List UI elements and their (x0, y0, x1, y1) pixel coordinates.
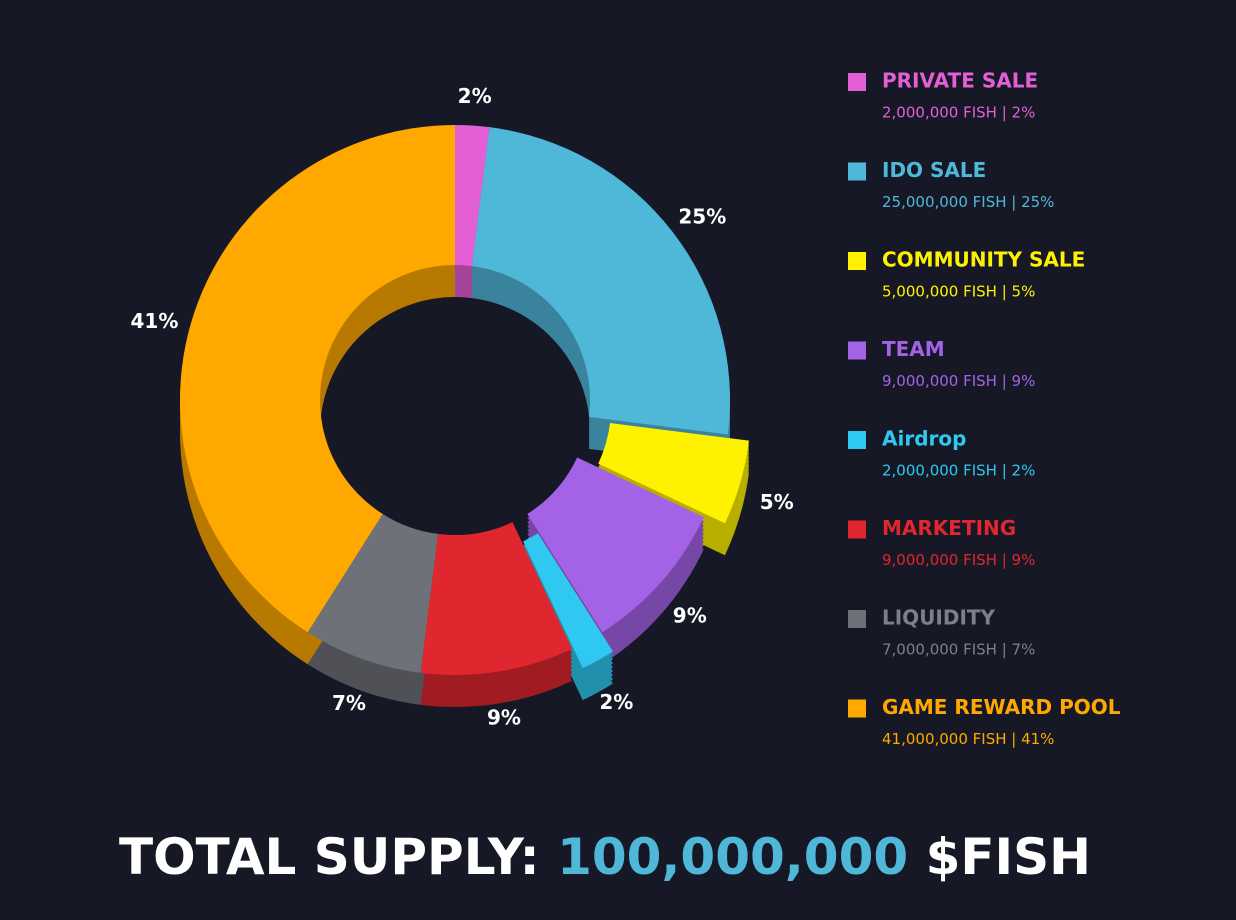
slice (523, 533, 613, 669)
slice (598, 423, 749, 524)
data-label: 7% (332, 691, 366, 715)
slice (527, 457, 704, 633)
slice (455, 125, 490, 267)
legend: PRIVATE SALE 2,000,000 FISH | 2% IDO SALE 2… (848, 69, 1121, 748)
legend-name: Airdrop (882, 427, 966, 451)
slice (180, 125, 455, 633)
legend-name: IDO SALE (882, 158, 986, 182)
data-label: 2% (458, 84, 492, 108)
legend-name: TEAM (882, 337, 945, 361)
legend-swatch (848, 431, 866, 449)
total-label: TOTAL SUPPLY: (119, 828, 540, 886)
total-supply: TOTAL SUPPLY: 100,000,000 $FISH (119, 828, 1091, 886)
legend-detail: 7,000,000 FISH | 7% (882, 641, 1035, 659)
legend-name: GAME REWARD POOL (882, 695, 1121, 719)
legend-swatch (848, 73, 866, 91)
legend-swatch (848, 610, 866, 628)
legend-name: COMMUNITY SALE (882, 248, 1085, 272)
data-label: 25% (678, 205, 726, 229)
total-amount: 100,000,000 (557, 828, 908, 886)
data-label: 2% (599, 690, 633, 714)
legend-name: MARKETING (882, 516, 1016, 540)
data-label: 41% (130, 309, 178, 333)
legend-detail: 2,000,000 FISH | 2% (882, 104, 1035, 122)
legend-detail: 5,000,000 FISH | 5% (882, 283, 1035, 301)
legend-detail: 9,000,000 FISH | 9% (882, 372, 1035, 390)
legend-swatch (848, 341, 866, 360)
slice (420, 522, 573, 676)
total-unit: $FISH (926, 828, 1091, 886)
legend-detail: 9,000,000 FISH | 9% (882, 551, 1035, 569)
data-label: 5% (760, 490, 794, 514)
data-label: 9% (487, 706, 521, 730)
data-label: 9% (673, 603, 707, 627)
legend-detail: 41,000,000 FISH | 41% (882, 730, 1054, 748)
legend-swatch (848, 699, 866, 718)
legend-name: LIQUIDITY (882, 606, 996, 630)
legend-swatch (848, 520, 866, 539)
legend-swatch (848, 162, 866, 181)
slice (471, 127, 730, 435)
legend-swatch (848, 252, 866, 270)
data-labels: 2% 25% 5% 9% 2% 9% 7% 41% (130, 84, 793, 730)
slice (307, 513, 439, 673)
legend-detail: 25,000,000 FISH | 25% (882, 193, 1054, 211)
legend-detail: 2,000,000 FISH | 2% (882, 462, 1035, 480)
donut-tops (180, 125, 749, 676)
legend-name: PRIVATE SALE (882, 69, 1038, 93)
